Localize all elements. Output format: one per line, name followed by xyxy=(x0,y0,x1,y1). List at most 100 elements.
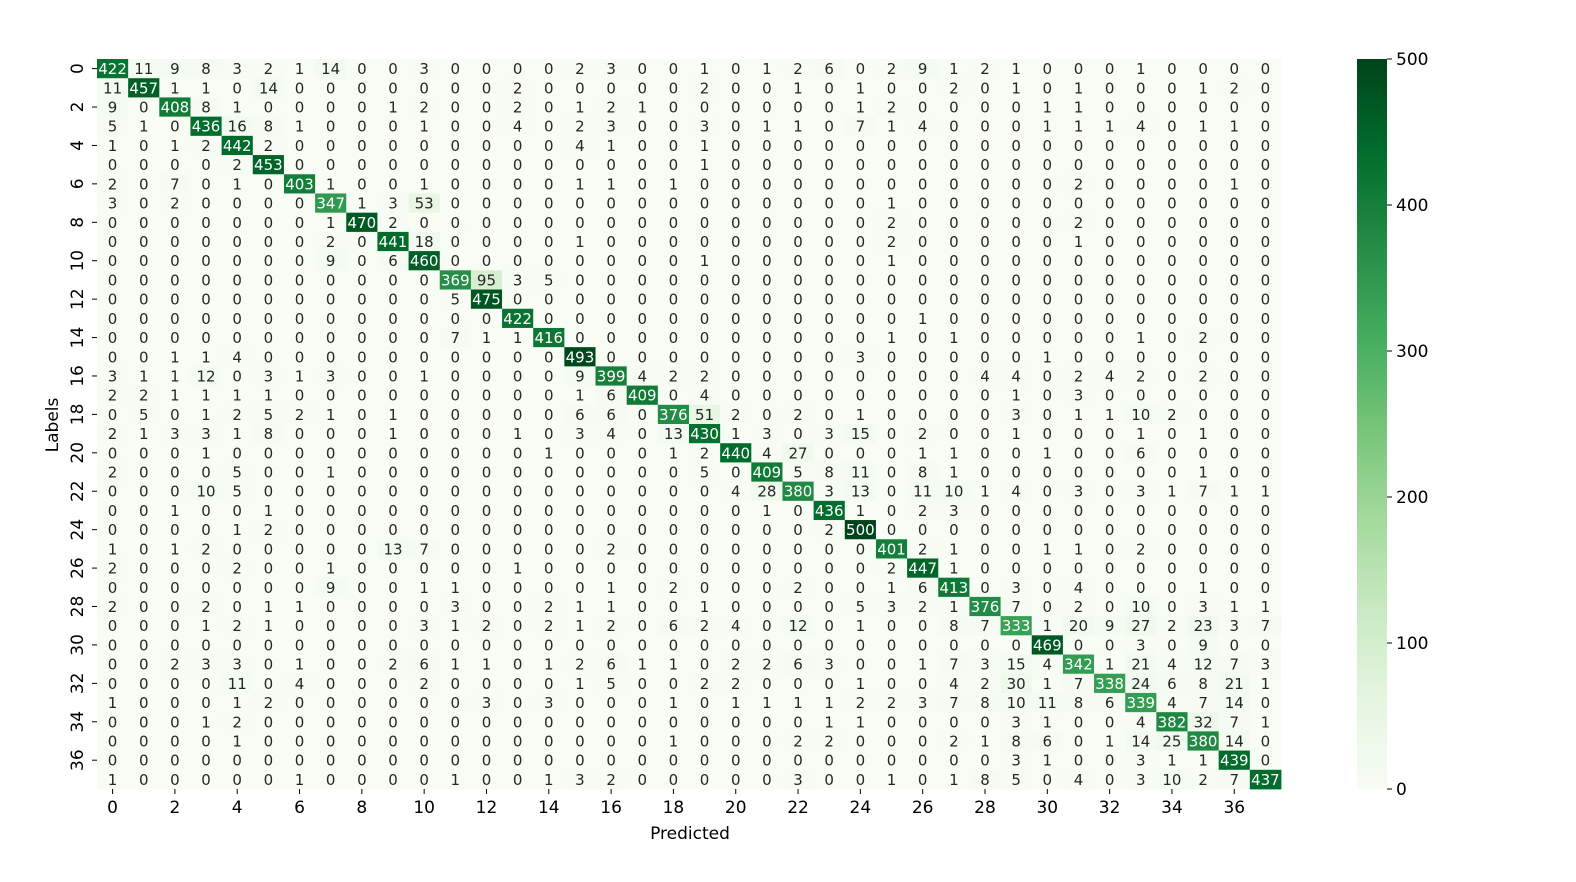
heatmap-cell xyxy=(595,59,628,79)
heatmap-cell-label: 408 xyxy=(161,99,190,117)
heatmap-cell-label: 0 xyxy=(326,444,336,462)
heatmap-cell xyxy=(907,577,939,598)
heatmap-cell-label: 0 xyxy=(637,752,647,770)
heatmap-cell-label: 0 xyxy=(762,560,772,578)
heatmap-cell-label: 4 xyxy=(762,444,772,462)
heatmap-cell xyxy=(1218,520,1251,540)
heatmap-cell xyxy=(844,520,877,540)
heatmap-cell-label: 0 xyxy=(949,425,959,443)
heatmap-cell-label: 21 xyxy=(1225,675,1244,693)
heatmap-cell-label: 1 xyxy=(575,175,585,193)
heatmap-cell-label: 0 xyxy=(139,579,149,597)
heatmap-cell xyxy=(1094,251,1126,271)
heatmap-cell-label: 4 xyxy=(1105,367,1115,385)
heatmap-cell xyxy=(813,404,846,425)
heatmap-cell-label: 2 xyxy=(575,656,585,674)
heatmap-cell-label: 0 xyxy=(232,636,242,654)
heatmap-cell xyxy=(751,97,783,118)
heatmap-cell-label: 0 xyxy=(482,752,492,770)
heatmap-cell xyxy=(782,500,815,521)
heatmap-cell-label: 3 xyxy=(1074,387,1084,405)
heatmap-cell xyxy=(564,174,596,194)
heatmap-cell xyxy=(938,251,970,271)
heatmap-cell xyxy=(283,327,316,348)
heatmap-cell-label: 4 xyxy=(513,118,523,136)
heatmap-cell-label: 0 xyxy=(949,156,959,174)
heatmap-cell-label: 0 xyxy=(575,291,585,309)
heatmap-cell-label: 1 xyxy=(232,175,242,193)
heatmap-cell xyxy=(969,404,1001,425)
heatmap-cell xyxy=(283,116,316,137)
heatmap-cell-label: 0 xyxy=(1229,636,1239,654)
heatmap-cell-label: 0 xyxy=(856,310,866,328)
heatmap-cell xyxy=(844,347,877,367)
heatmap-cell-label: 0 xyxy=(918,214,928,232)
heatmap-cell-label: 0 xyxy=(264,656,274,674)
heatmap-cell-label: 0 xyxy=(388,464,398,482)
heatmap-cell-label: 0 xyxy=(326,329,336,347)
x-tick-label: 4 xyxy=(232,798,243,818)
heatmap-cell xyxy=(252,155,285,175)
heatmap-cell-label: 0 xyxy=(1136,310,1146,328)
heatmap-cell xyxy=(470,520,503,540)
heatmap-cell-label: 0 xyxy=(731,271,741,289)
heatmap-cell-label: 0 xyxy=(419,732,429,750)
heatmap-cell xyxy=(502,78,534,98)
heatmap-cell xyxy=(221,251,254,271)
heatmap-cell-label: 0 xyxy=(1167,579,1177,597)
heatmap-cell xyxy=(813,116,846,137)
heatmap-cell-label: 0 xyxy=(1105,271,1115,289)
heatmap-cell xyxy=(502,481,534,502)
heatmap-cell-label: 0 xyxy=(388,329,398,347)
heatmap-cell xyxy=(1249,520,1282,540)
heatmap-cell-label: 0 xyxy=(326,271,336,289)
heatmap-cell xyxy=(1156,520,1188,540)
heatmap-cell-label: 0 xyxy=(700,521,710,539)
heatmap-cell-label: 0 xyxy=(544,502,554,520)
heatmap-cell-label: 0 xyxy=(980,175,990,193)
heatmap-cell-label: 0 xyxy=(357,752,367,770)
heatmap-cell xyxy=(751,212,783,233)
heatmap-cell xyxy=(1187,135,1220,156)
heatmap-cell-label: 0 xyxy=(700,233,710,251)
heatmap-cell xyxy=(1094,500,1126,521)
heatmap-cell-label: 0 xyxy=(388,694,398,712)
heatmap-cell xyxy=(875,385,908,406)
heatmap-cell-label: 376 xyxy=(659,406,688,424)
heatmap-cell-label: 0 xyxy=(1011,195,1021,213)
heatmap-cell-label: 0 xyxy=(264,444,274,462)
heatmap-cell-label: 0 xyxy=(824,79,834,97)
heatmap-cell-label: 0 xyxy=(1167,444,1177,462)
heatmap-cell-label: 0 xyxy=(1136,521,1146,539)
heatmap-cell-label: 1 xyxy=(637,99,647,117)
heatmap-cell-label: 2 xyxy=(669,367,679,385)
heatmap-cell-label: 14 xyxy=(259,79,278,97)
heatmap-cell xyxy=(283,78,316,98)
heatmap-cell-label: 0 xyxy=(887,156,897,174)
heatmap-cell xyxy=(813,135,846,156)
heatmap-cell-label: 8 xyxy=(264,425,274,443)
heatmap-cell xyxy=(1249,97,1282,118)
heatmap-cell xyxy=(844,135,877,156)
heatmap-cell-label: 0 xyxy=(637,713,647,731)
heatmap-cell xyxy=(720,193,752,214)
heatmap-cell-label: 0 xyxy=(1261,367,1271,385)
heatmap-cell-label: 0 xyxy=(575,444,585,462)
heatmap-cell-label: 2 xyxy=(1074,367,1084,385)
heatmap-cell-label: 0 xyxy=(544,406,554,424)
heatmap-cell xyxy=(470,596,503,617)
heatmap-cell-label: 0 xyxy=(1136,560,1146,578)
heatmap-cell-label: 0 xyxy=(482,464,492,482)
heatmap-cell-label: 1 xyxy=(264,387,274,405)
heatmap-cell-label: 1 xyxy=(793,79,803,97)
heatmap-cell-label: 0 xyxy=(451,502,461,520)
x-axis-label: Predicted xyxy=(650,824,730,844)
heatmap-cell xyxy=(377,135,409,156)
heatmap-cell xyxy=(1000,270,1033,290)
heatmap-cell-label: 5 xyxy=(700,464,710,482)
heatmap-cell xyxy=(439,289,472,310)
heatmap-cell-label: 0 xyxy=(1074,713,1084,731)
heatmap-cell-label: 0 xyxy=(513,291,523,309)
heatmap-cell xyxy=(1125,424,1157,444)
heatmap-cell xyxy=(1062,78,1095,98)
